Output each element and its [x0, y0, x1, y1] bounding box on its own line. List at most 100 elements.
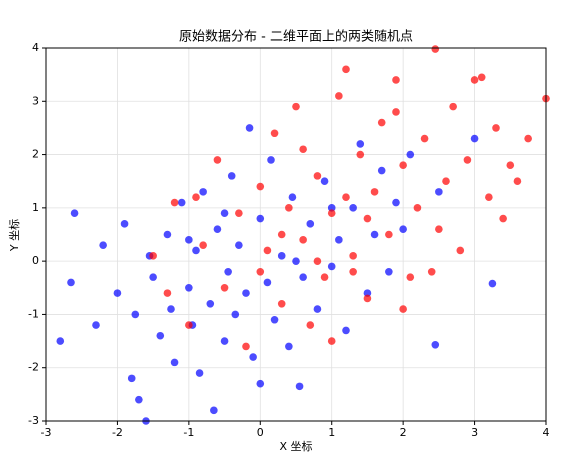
point [399, 161, 407, 170]
point [513, 177, 522, 186]
point [363, 214, 372, 223]
chart-title: 原始数据分布 - 二维平面上的两类随机点 [179, 29, 413, 45]
point [249, 353, 257, 361]
point [406, 273, 415, 281]
point [127, 374, 136, 383]
point [92, 321, 100, 329]
point [231, 310, 240, 319]
y-tick-label: 3 [32, 94, 39, 107]
point [177, 198, 186, 207]
point [327, 337, 336, 345]
point [245, 124, 254, 132]
point [285, 204, 293, 212]
point [270, 129, 279, 138]
point [363, 289, 372, 297]
point [356, 150, 365, 159]
y-tick-label: -3 [28, 414, 39, 427]
point [370, 230, 379, 239]
point [242, 289, 250, 297]
point [385, 230, 393, 239]
point [185, 283, 193, 292]
x-tick-label: 4 [543, 426, 550, 439]
point [406, 150, 415, 159]
point [120, 220, 129, 228]
point [431, 45, 440, 53]
point [349, 204, 357, 212]
point [163, 230, 172, 239]
point [313, 257, 322, 265]
point [524, 134, 532, 143]
y-tick-label: 4 [32, 41, 39, 54]
x-tick-label: 1 [328, 426, 335, 439]
point [220, 283, 229, 292]
point [420, 134, 429, 143]
point [235, 209, 243, 217]
point [413, 204, 422, 212]
point [199, 241, 207, 249]
point [131, 310, 140, 319]
point [392, 108, 400, 116]
point [488, 279, 497, 288]
point [320, 273, 329, 281]
point [363, 294, 372, 303]
point [399, 225, 407, 233]
y-tick-label: -1 [28, 307, 39, 320]
point [170, 358, 179, 367]
point [342, 193, 350, 201]
plot-frame [45, 47, 547, 422]
point [313, 172, 322, 180]
point [185, 321, 193, 329]
point [370, 188, 379, 196]
x-tick-label: -3 [41, 426, 52, 439]
x-tick-label: 0 [257, 426, 264, 439]
point [335, 236, 343, 244]
point [256, 182, 265, 191]
point [213, 156, 222, 164]
point [113, 289, 122, 297]
point [399, 305, 407, 313]
point [267, 156, 275, 164]
point [306, 321, 315, 329]
point [256, 379, 265, 388]
x-tick-label: 2 [400, 426, 407, 439]
point [185, 236, 193, 244]
point [192, 246, 200, 255]
point [235, 241, 243, 249]
point [285, 342, 293, 351]
point [377, 118, 386, 127]
point [206, 299, 215, 308]
point [292, 102, 300, 111]
y-tick-label: -2 [28, 361, 39, 374]
point [277, 299, 286, 308]
point [195, 369, 204, 377]
point [199, 188, 207, 196]
point [299, 145, 307, 154]
point [342, 326, 350, 335]
point [242, 342, 250, 351]
x-tick-label: -1 [183, 426, 194, 439]
x-tick-label: 3 [471, 426, 478, 439]
point [67, 278, 75, 287]
point [56, 337, 65, 345]
point [192, 193, 200, 201]
point [470, 134, 479, 143]
point [449, 102, 457, 111]
point [135, 395, 143, 404]
point [435, 225, 443, 233]
point [342, 65, 350, 74]
point [70, 209, 79, 217]
point [313, 305, 322, 313]
point [263, 278, 272, 287]
point [435, 188, 443, 196]
point [385, 268, 393, 276]
point [349, 268, 357, 276]
point [270, 315, 279, 324]
point [292, 257, 300, 265]
point [213, 225, 222, 233]
point [470, 76, 479, 84]
point [299, 273, 307, 281]
point [499, 214, 507, 223]
point [149, 273, 157, 281]
point [256, 268, 265, 276]
